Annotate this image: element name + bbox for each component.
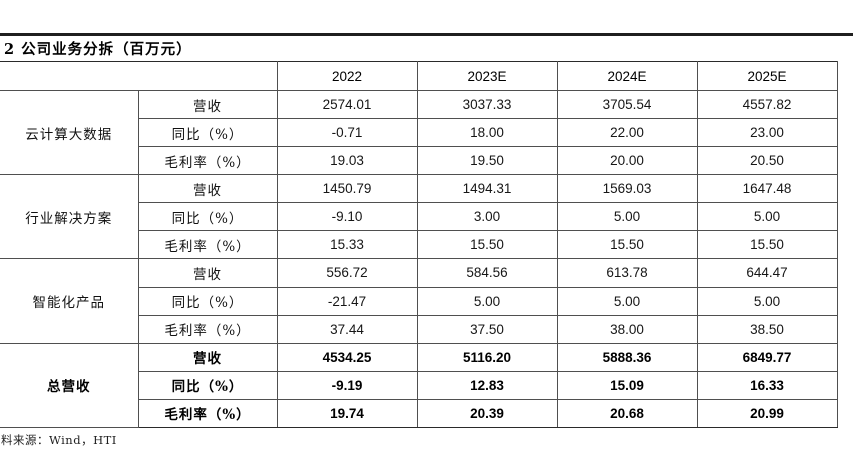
business-breakdown-table: 2022 2023E 2024E 2025E 云计算大数据 营收 2574.01… (0, 60, 838, 429)
value-cell: 5.00 (556, 202, 698, 232)
value-cell: 38.00 (556, 314, 698, 344)
group-name-total-revenue: 总营收 (0, 342, 139, 429)
metric-label: 同比（%） (138, 370, 278, 400)
year-header-2022: 2022 (276, 60, 418, 92)
value-cell: 15.50 (416, 230, 558, 260)
year-header-2023e: 2023E (416, 60, 558, 92)
metric-label: 毛利率（%） (138, 230, 278, 260)
value-cell: 20.39 (416, 398, 558, 429)
value-cell: 15.50 (696, 230, 838, 260)
value-cell: 1450.79 (276, 174, 418, 204)
value-cell: -21.47 (276, 286, 418, 316)
group-name-intelligent: 智能化产品 (0, 258, 139, 344)
value-cell: 644.47 (696, 258, 838, 288)
value-cell: 5.00 (556, 286, 698, 316)
metric-label: 同比（%） (138, 286, 278, 316)
metric-label: 营收 (137, 258, 278, 288)
value-cell: -9.10 (276, 202, 418, 232)
value-cell: 5116.20 (416, 342, 558, 372)
table-row-total: 毛利率（%） 19.74 20.39 20.68 20.99 (0, 398, 838, 429)
value-cell: 37.50 (416, 314, 558, 344)
value-cell: 2574.01 (276, 90, 418, 120)
metric-label: 营收 (137, 174, 278, 204)
year-header-2024e: 2024E (556, 60, 698, 92)
value-cell: -0.71 (276, 118, 418, 148)
value-cell: 5.00 (416, 286, 558, 316)
value-cell: 19.74 (276, 398, 418, 429)
metric-label: 毛利率（%） (138, 314, 278, 344)
top-divider-rule (0, 33, 853, 36)
value-cell: 4534.25 (276, 342, 418, 372)
table-row: 行业解决方案 营收 1450.79 1494.31 1569.03 1647.4… (0, 174, 838, 260)
table-header-row: 2022 2023E 2024E 2025E (0, 60, 838, 92)
table-row: 毛利率（%） 15.33 15.50 15.50 15.50 (0, 230, 838, 260)
table-row: 云计算大数据 营收 2574.01 3037.33 3705.54 4557.8… (0, 90, 838, 176)
value-cell: 556.72 (276, 258, 418, 288)
metric-label: 同比（%） (138, 202, 278, 232)
value-cell: 5.00 (696, 202, 838, 232)
value-cell: 38.50 (696, 314, 838, 344)
header-corner-cell (0, 60, 278, 92)
value-cell: 3705.54 (556, 90, 698, 120)
table-row: 毛利率（%） 37.44 37.50 38.00 38.50 (0, 314, 838, 344)
value-cell: 15.33 (276, 230, 418, 260)
table-title: 2 公司业务分拆（百万元） (4, 41, 192, 58)
value-cell: 20.50 (696, 146, 838, 176)
metric-label: 营收 (137, 342, 278, 372)
value-cell: 20.00 (556, 146, 698, 176)
metric-label: 毛利率（%） (138, 398, 278, 429)
value-cell: 6849.77 (696, 342, 838, 372)
value-cell: 1569.03 (556, 174, 698, 204)
group-name-cloud: 云计算大数据 (0, 90, 139, 176)
metric-label: 毛利率（%） (138, 146, 278, 176)
value-cell: 3.00 (416, 202, 558, 232)
value-cell: 5.00 (696, 286, 838, 316)
metric-label: 同比（%） (138, 118, 278, 148)
value-cell: 16.33 (696, 370, 838, 400)
value-cell: 37.44 (276, 314, 418, 344)
value-cell: -9.19 (276, 370, 418, 400)
group-name-industry: 行业解决方案 (0, 174, 139, 260)
value-cell: 613.78 (556, 258, 698, 288)
value-cell: 4557.82 (696, 90, 838, 120)
value-cell: 22.00 (556, 118, 698, 148)
table-row: 智能化产品 营收 556.72 584.56 613.78 644.47 (0, 258, 838, 344)
value-cell: 15.50 (556, 230, 698, 260)
value-cell: 1647.48 (696, 174, 838, 204)
value-cell: 15.09 (556, 370, 698, 400)
source-note: 料来源：Wind，HTI (1, 433, 117, 447)
value-cell: 20.99 (696, 398, 838, 429)
value-cell: 5888.36 (556, 342, 698, 372)
value-cell: 18.00 (416, 118, 558, 148)
value-cell: 19.03 (276, 146, 418, 176)
table-row-total: 总营收 营收 4534.25 5116.20 5888.36 6849.77 (0, 342, 838, 429)
metric-label: 营收 (137, 90, 278, 120)
value-cell: 23.00 (696, 118, 838, 148)
value-cell: 12.83 (416, 370, 558, 400)
value-cell: 3037.33 (416, 90, 558, 120)
value-cell: 19.50 (416, 146, 558, 176)
value-cell: 20.68 (556, 398, 698, 429)
year-header-2025e: 2025E (696, 60, 838, 92)
value-cell: 584.56 (416, 258, 558, 288)
value-cell: 1494.31 (416, 174, 558, 204)
table-row-total: 同比（%） -9.19 12.83 15.09 16.33 (0, 370, 838, 400)
